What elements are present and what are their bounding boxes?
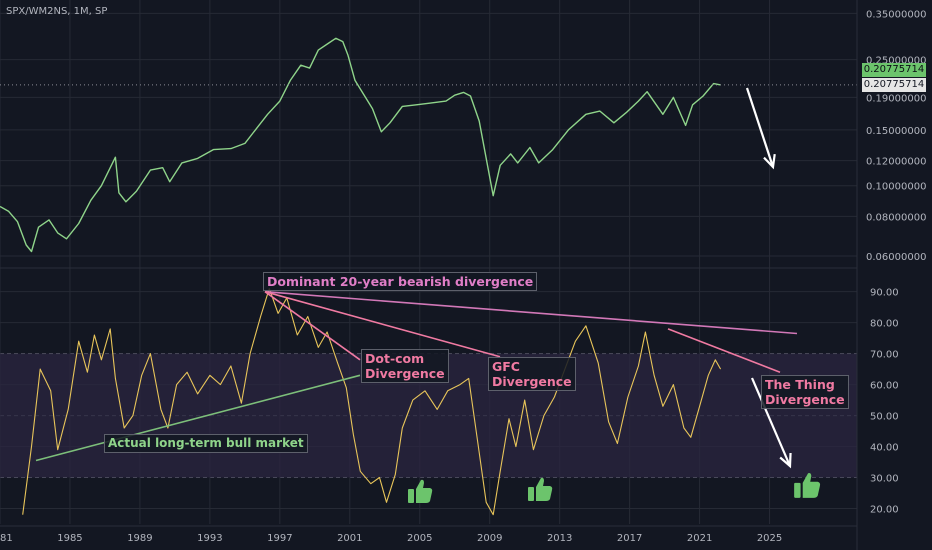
price-tick-label: 0.12000000 xyxy=(866,157,926,168)
osc-tick-label: 60.00 xyxy=(870,381,899,392)
price-pane xyxy=(0,37,857,253)
dotcom-divergence-trendline xyxy=(264,291,361,361)
thumbs-up-icon xyxy=(528,477,553,501)
osc-tick-label: 20.00 xyxy=(870,505,899,516)
osc-tick-label: 80.00 xyxy=(870,319,899,330)
oscillator-pane xyxy=(22,288,722,516)
price-tick-label: 0.19000000 xyxy=(866,93,926,104)
symbol-label: SPX/WM2NS, 1M, SP xyxy=(6,6,107,17)
time-tick-label: 2005 xyxy=(407,533,432,544)
current-price-text: 0.20775714 xyxy=(863,64,925,75)
bull-market-label: Actual long-term bull market xyxy=(104,434,308,453)
price-tick-label: 0.25000000 xyxy=(866,56,926,67)
price-tick-label: 0.06000000 xyxy=(866,252,926,263)
gfc-divergence-trendline xyxy=(264,290,501,358)
price-tick-label: 0.35000000 xyxy=(866,9,926,20)
price-tick-label: 0.15000000 xyxy=(866,126,926,137)
axes: 0.35000000 0.25000000 0.19000000 0.15000000… xyxy=(0,9,926,544)
last-price-text: 0.20775714 xyxy=(863,79,925,90)
time-tick-label: 2021 xyxy=(687,533,712,544)
osc-tick-label: 90.00 xyxy=(870,288,899,299)
last-price-badge: 0.20775714 xyxy=(862,78,926,92)
thumbs-up-icon xyxy=(408,479,433,503)
current-price-badge: 0.20775714 xyxy=(862,63,926,77)
oscillator-down-arrow xyxy=(750,377,792,469)
price-series-line xyxy=(0,37,721,253)
time-tick-label: 2013 xyxy=(547,533,572,544)
dotcom-divergence-label: Dot-com Divergence xyxy=(361,349,449,383)
thing-divergence-trendline xyxy=(667,328,781,373)
time-tick-label: 2017 xyxy=(617,533,642,544)
dominant-divergence-trendline xyxy=(264,290,798,335)
osc-tick-label: 70.00 xyxy=(870,350,899,361)
time-tick-label: 1997 xyxy=(267,533,292,544)
price-tick-label: 0.08000000 xyxy=(866,212,926,223)
time-tick-label: 2001 xyxy=(337,533,362,544)
thing-divergence-label: The Thing Divergence xyxy=(761,375,849,409)
osc-tick-label: 40.00 xyxy=(870,443,899,454)
gfc-divergence-label: GFC Divergence xyxy=(488,357,576,391)
bull-market-trendline xyxy=(35,374,361,462)
time-tick-label: 1989 xyxy=(127,533,152,544)
trendlines xyxy=(35,87,798,469)
thumbs-up-icon xyxy=(794,473,821,498)
osc-tick-label: 50.00 xyxy=(870,412,899,423)
time-tick-label: 2025 xyxy=(757,533,782,544)
oscillator-series-line xyxy=(22,288,722,516)
price-down-arrow xyxy=(745,87,776,170)
dominant-divergence-label: Dominant 20-year bearish divergence xyxy=(263,272,538,291)
time-tick-label: 1981 xyxy=(0,533,13,544)
osc-tick-label: 30.00 xyxy=(870,474,899,485)
time-tick-label: 1985 xyxy=(57,533,82,544)
price-tick-label: 0.10000000 xyxy=(866,182,926,193)
time-tick-label: 1993 xyxy=(197,533,222,544)
time-tick-label: 2009 xyxy=(477,533,502,544)
